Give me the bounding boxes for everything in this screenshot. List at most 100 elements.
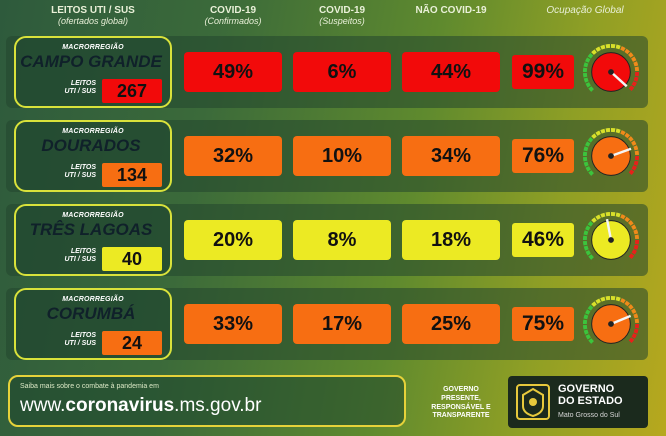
gauge-segment (583, 230, 589, 236)
ocupacao-value: 46% (512, 223, 574, 257)
confirmados-value: 33% (184, 304, 282, 344)
gauge-segment (628, 52, 634, 58)
gauge-segment (624, 300, 631, 307)
ocupacao-value: 99% (512, 55, 574, 89)
leitos-label: LEITOS UTI / SUS (64, 164, 96, 180)
gauge-segment (585, 57, 591, 63)
leitos-label: LEITOS UTI / SUS (64, 80, 96, 96)
macro-label: MACRORREGIÃO (62, 212, 124, 219)
occupancy-gauge (582, 295, 640, 344)
header-nao-covid-title: NÃO COVID-19 (415, 5, 487, 16)
gauge-segment (624, 48, 631, 55)
gauge-hub (608, 321, 614, 327)
gauge-segment (628, 304, 634, 310)
header-suspeitos: COVID-19 (Suspeitos) (293, 5, 391, 26)
gauge-segment (631, 224, 637, 230)
nao-covid-value: 18% (402, 220, 500, 260)
nao-covid-value: 34% (402, 136, 500, 176)
gauge-segment (615, 296, 621, 302)
gov-logo: GOVERNO DO ESTADO Mato Grosso do Sul (508, 376, 648, 428)
gauge-segment (633, 328, 639, 334)
gauge-segment (591, 133, 597, 139)
gauge-segment (600, 212, 606, 218)
gauge-segment (585, 225, 591, 231)
gauge-segment (583, 329, 589, 335)
gauge-segment (600, 44, 606, 50)
gauge-segment (631, 308, 637, 314)
gauge-segment (595, 214, 601, 220)
gauge-segment (628, 85, 635, 92)
gauge-segment (588, 338, 594, 344)
gauge-segment (587, 304, 594, 311)
gauge-segment (595, 130, 601, 136)
gauge-segment (587, 220, 594, 227)
gauge-segment (585, 82, 591, 88)
gauge-segment (600, 296, 606, 302)
macro-label: MACRORREGIÃO (62, 44, 124, 51)
gauge-segment (633, 244, 639, 250)
gauge-segment (615, 212, 621, 218)
header-ocupacao-title: Ocupação Global (546, 5, 624, 16)
region-card-campo-grande: MACRORREGIÃO CAMPO GRANDE LEITOS UTI / SU… (14, 36, 172, 108)
header-leitos: LEITOS UTI / SUS (ofertados global) (14, 5, 172, 26)
gauge-segment (587, 136, 594, 143)
region-card-dourados: MACRORREGIÃO DOURADOS LEITOS UTI / SUS 13… (14, 120, 172, 192)
region-card-tres-lagoas: MACRORREGIÃO TRÊS LAGOAS LEITOS UTI / SUS… (14, 204, 172, 276)
gauge-segment (624, 132, 631, 139)
state-seal-icon (516, 384, 550, 420)
footer-banner: Saiba mais sobre o combate à pandemia em… (8, 375, 406, 427)
gauge-segment (585, 334, 591, 340)
confirmados-value: 49% (184, 52, 282, 92)
gauge-segment (631, 165, 637, 171)
header-nao-covid: NÃO COVID-19 (402, 5, 500, 17)
gauge-segment (633, 313, 639, 319)
macro-label: MACRORREGIÃO (62, 296, 124, 303)
gauge-segment (583, 62, 589, 68)
gauge-needle (610, 71, 628, 88)
ocupacao-value: 75% (512, 307, 574, 341)
gauge-segment (628, 169, 635, 176)
occupancy-gauge (582, 43, 640, 92)
gauge-segment (583, 146, 589, 152)
gauge-segment (631, 140, 637, 146)
gauge-hub (608, 69, 614, 75)
nao-covid-value: 44% (402, 52, 500, 92)
gauge-segment (583, 161, 589, 167)
gauge-segment (633, 160, 639, 166)
gauge-segment (588, 170, 594, 176)
gauge-segment (631, 81, 637, 87)
occupancy-gauge (582, 127, 640, 176)
gauge-segment (620, 214, 626, 220)
gauge-segment (591, 217, 597, 223)
gauge-segment (620, 298, 626, 304)
beds-count: 134 (102, 163, 162, 187)
gauge-segment (633, 76, 639, 82)
gov-tagline: GOVERNO PRESENTE, RESPONSÁVEL E TRANSPARENT… (431, 386, 491, 420)
confirmados-value: 20% (184, 220, 282, 260)
gauge-segment (631, 333, 637, 339)
gauge-segment (628, 136, 634, 142)
gauge-segment (588, 86, 594, 92)
header-leitos-sub: (ofertados global) (57, 15, 129, 26)
gauge-segment (591, 301, 597, 307)
gauge-segment (585, 250, 591, 256)
beds-count: 40 (102, 247, 162, 271)
beds-count: 267 (102, 79, 162, 103)
gov-logo-state: Mato Grosso do Sul (558, 412, 620, 419)
header-suspeitos-sub: (Suspeitos) (319, 15, 365, 26)
leitos-label: LEITOS UTI / SUS (64, 332, 96, 348)
suspeitos-value: 10% (293, 136, 391, 176)
coronavirus-url-link[interactable]: www.coronavirus.ms.gov.br (20, 395, 262, 416)
gauge-needle (610, 314, 632, 326)
nao-covid-value: 25% (402, 304, 500, 344)
gauge-segment (628, 220, 634, 226)
gauge-segment (615, 44, 621, 50)
gauge-segment (628, 337, 635, 344)
gauge-segment (628, 253, 635, 260)
leitos-label: LEITOS UTI / SUS (64, 248, 96, 264)
gauge-segment (615, 128, 621, 134)
gauge-segment (631, 56, 637, 62)
suspeitos-value: 8% (293, 220, 391, 260)
gauge-needle (610, 147, 632, 158)
gauge-segment (600, 128, 606, 134)
